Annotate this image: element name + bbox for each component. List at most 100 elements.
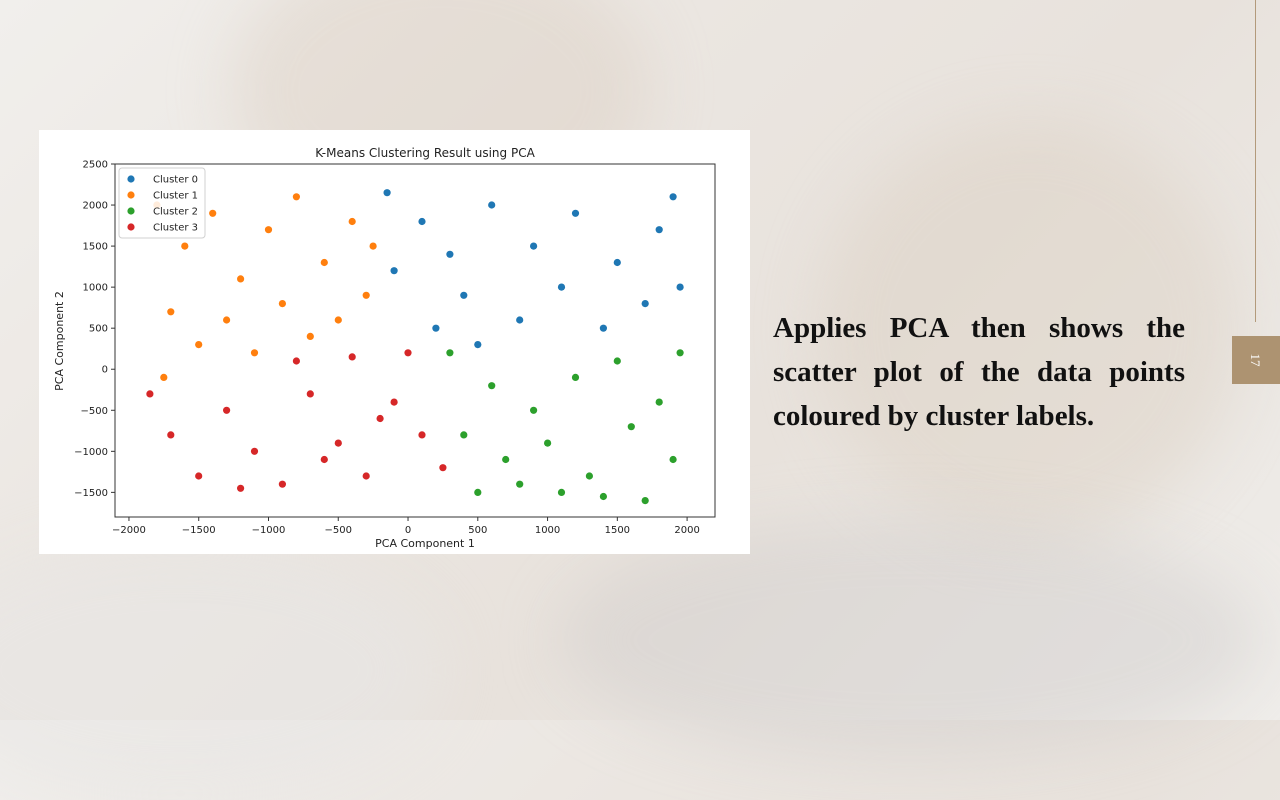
data-point [599, 492, 608, 501]
data-point [439, 464, 447, 472]
data-point [676, 283, 684, 291]
data-point [571, 209, 580, 217]
x-tick-label: 0 [405, 525, 411, 536]
data-point [488, 201, 496, 209]
series-0-points [383, 189, 684, 349]
y-tick-label: 2000 [83, 201, 108, 212]
data-point [146, 390, 154, 398]
x-tick-label: 1000 [535, 525, 560, 536]
data-point [306, 332, 314, 340]
legend-label: Cluster 0 [153, 175, 198, 186]
slide-caption: Applies PCA then shows the scatter plot … [773, 312, 1185, 432]
data-point [585, 472, 594, 480]
data-point [237, 275, 245, 283]
scatter-chart-card: K-Means Clustering Result using PCA PCA … [39, 130, 750, 554]
data-point [627, 423, 635, 431]
data-point [320, 455, 328, 464]
data-point [474, 341, 482, 349]
data-point [167, 431, 175, 439]
data-points [146, 189, 684, 505]
page-number: 17 [1248, 353, 1263, 367]
data-point [223, 316, 231, 324]
plot-frame [114, 163, 716, 518]
data-point [446, 250, 454, 258]
data-point [516, 316, 524, 324]
data-point [292, 193, 300, 201]
data-point [237, 484, 245, 492]
data-point [418, 217, 426, 226]
x-tick-label: 500 [468, 525, 487, 536]
data-point [571, 373, 580, 381]
x-tick-label: −500 [325, 525, 352, 536]
x-tick-label: −2000 [112, 525, 146, 536]
y-axis-label: PCA Component 2 [53, 291, 66, 391]
page-number-tab: 17 [1232, 336, 1280, 384]
y-tick-label: 500 [89, 324, 108, 335]
data-point [278, 480, 286, 488]
data-point [557, 488, 566, 496]
data-point [655, 226, 663, 234]
data-point [676, 349, 684, 357]
data-point [390, 398, 398, 406]
data-point [613, 258, 621, 267]
data-point [390, 267, 398, 275]
data-point [376, 414, 384, 423]
chart-title: K-Means Clustering Result using PCA [315, 146, 535, 160]
legend-marker [127, 175, 135, 183]
data-point [334, 439, 342, 447]
data-point [334, 316, 342, 324]
legend-marker [127, 191, 135, 199]
series-3-points [146, 349, 447, 492]
x-tick-label: −1500 [182, 525, 216, 536]
data-point [348, 217, 356, 226]
data-point [530, 242, 538, 250]
x-tick-label: −1000 [252, 525, 286, 536]
legend-label: Cluster 2 [153, 207, 198, 218]
y-tick-label: 0 [102, 365, 108, 376]
data-point [250, 349, 259, 357]
data-point [669, 193, 677, 201]
data-point [432, 324, 440, 332]
legend-marker [127, 223, 135, 231]
data-point [362, 291, 370, 299]
data-point [160, 373, 168, 381]
data-point [195, 472, 203, 480]
series-2-points [446, 349, 684, 505]
legend-label: Cluster 1 [153, 191, 198, 202]
data-point [278, 300, 286, 308]
x-tick-label: 2000 [674, 525, 699, 536]
data-point [641, 300, 649, 308]
data-point [369, 242, 377, 250]
data-point [488, 382, 496, 390]
data-point [599, 324, 608, 332]
data-point [195, 341, 203, 349]
data-point [544, 439, 552, 447]
legend-marker [127, 207, 135, 215]
data-point [446, 349, 454, 357]
data-point [348, 353, 356, 361]
data-point [306, 390, 314, 398]
data-point [460, 291, 468, 299]
legend-box [118, 167, 206, 239]
y-tick-label: −1000 [74, 447, 108, 458]
data-point [320, 258, 328, 267]
data-point [404, 349, 412, 357]
data-point [362, 472, 370, 480]
data-point [250, 447, 259, 455]
y-tick-label: −1500 [74, 488, 108, 499]
data-point [223, 406, 231, 414]
data-point [516, 480, 524, 488]
data-point [167, 308, 175, 316]
axis-ticks: −2000 −1500 −1000 −500 0 500 1000 1500 2000 −1500… [74, 160, 700, 537]
data-point [264, 226, 273, 234]
data-point [502, 455, 510, 464]
data-point [209, 209, 217, 217]
x-tick-label: 1500 [605, 525, 630, 536]
y-tick-label: 2500 [83, 160, 108, 171]
data-point [418, 431, 426, 439]
legend: Cluster 0 Cluster 1 Cluster 2 Cluster 3 [118, 167, 206, 239]
y-tick-label: −500 [81, 406, 108, 417]
x-axis-label: PCA Component 1 [375, 537, 475, 550]
scatter-chart: K-Means Clustering Result using PCA PCA … [53, 146, 716, 550]
y-tick-label: 1000 [83, 283, 108, 294]
